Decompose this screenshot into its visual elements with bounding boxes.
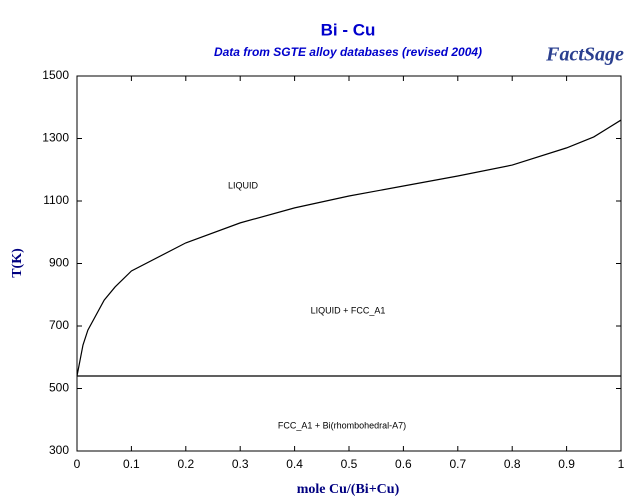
x-tick-label: 0.7	[449, 457, 466, 471]
x-tick-label: 0	[74, 457, 81, 471]
x-tick-label: 0.6	[395, 457, 412, 471]
x-tick-label: 0.9	[558, 457, 575, 471]
y-tick-label: 500	[49, 381, 69, 395]
y-tick-label: 700	[49, 318, 69, 332]
chart-title: Bi - Cu	[321, 20, 376, 39]
region-label: LIQUID + FCC_A1	[311, 305, 386, 315]
x-tick-label: 0.4	[286, 457, 303, 471]
region-label: LIQUID	[228, 180, 259, 190]
x-tick-label: 0.3	[232, 457, 249, 471]
chart-subtitle: Data from SGTE alloy databases (revised …	[214, 45, 482, 59]
y-axis-label: T(K)	[10, 248, 25, 278]
plot-frame	[76, 75, 622, 452]
y-tick-label: 900	[49, 256, 69, 270]
x-tick-label: 0.8	[504, 457, 521, 471]
x-tick-label: 1	[618, 457, 625, 471]
x-tick-label: 0.1	[123, 457, 140, 471]
x-axis-label: mole Cu/(Bi+Cu)	[297, 482, 400, 497]
y-tick-label: 1100	[43, 193, 69, 207]
phase-boundary	[76, 119, 622, 377]
y-tick-label: 300	[49, 443, 69, 457]
x-tick-label: 0.5	[341, 457, 358, 471]
x-tick-label: 0.2	[177, 457, 194, 471]
y-tick-label: 1300	[42, 131, 69, 145]
y-tick-label: 1500	[42, 68, 69, 82]
region-label: FCC_A1 + Bi(rhombohedral-A7)	[278, 420, 406, 430]
logo: FactSage	[545, 44, 624, 66]
